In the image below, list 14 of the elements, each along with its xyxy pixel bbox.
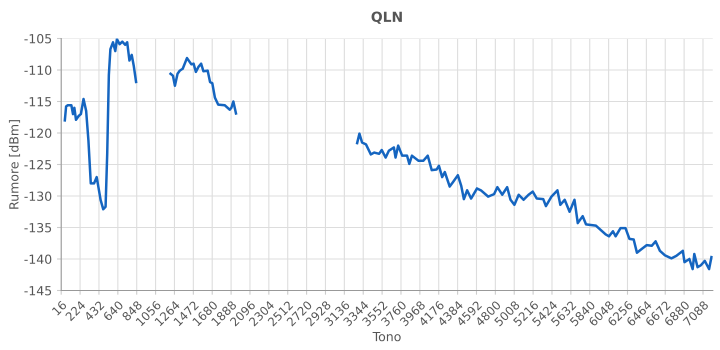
x-axis-title: Tono bbox=[372, 332, 401, 342]
y-tick-label: -140 bbox=[24, 254, 52, 264]
y-tick-label: -115 bbox=[24, 97, 52, 106]
y-tick-label: -135 bbox=[24, 222, 52, 232]
y-tick-label: -110 bbox=[24, 65, 52, 75]
y-tick-label: -120 bbox=[24, 128, 52, 138]
y-tick-label: -145 bbox=[24, 286, 52, 296]
y-tick-label: -125 bbox=[24, 160, 52, 170]
x-tick-label: 432 bbox=[84, 300, 105, 322]
y-axis-title: Rumore [dBm] bbox=[8, 120, 20, 209]
chart-title: QLN bbox=[372, 12, 402, 24]
x-tick-label: 640 bbox=[102, 300, 124, 322]
y-tick-label: -130 bbox=[24, 191, 52, 201]
y-tick-label: -105 bbox=[24, 34, 52, 44]
